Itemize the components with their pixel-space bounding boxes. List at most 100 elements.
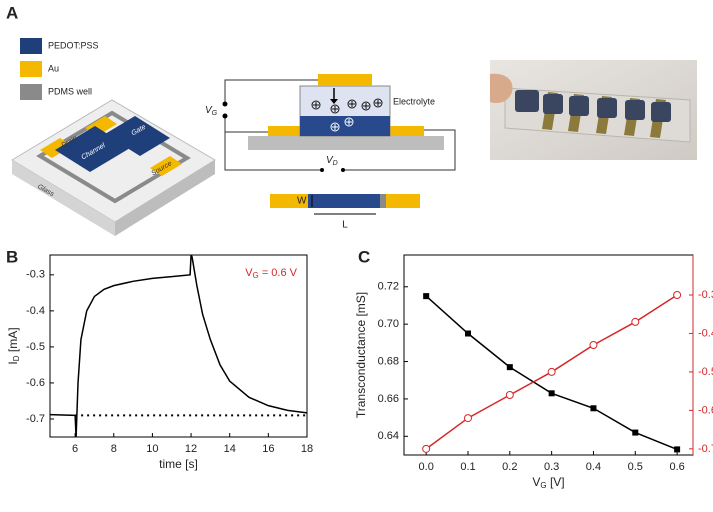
y-tick-label: -0.5 — [26, 341, 45, 353]
pdms-strip — [380, 194, 386, 208]
y-tick-label: -0.4 — [26, 305, 45, 317]
marker — [548, 390, 555, 397]
legend-label: Au — [48, 63, 59, 73]
legend-swatch — [20, 61, 42, 77]
x-axis-label-main: V — [532, 475, 540, 489]
marker — [422, 444, 431, 453]
y-axis-label: ID [mA] — [6, 327, 21, 364]
x-axis-label-rest: [V] — [547, 475, 565, 489]
au-gate — [318, 74, 372, 86]
legend-swatch — [20, 38, 42, 54]
au-pad — [150, 156, 182, 176]
y2-tick-label: -0.6 — [698, 404, 713, 416]
glass-side — [12, 160, 115, 236]
x-tick-label: 0.5 — [628, 461, 643, 473]
y2-tick-label: -0.5 — [698, 366, 713, 378]
y2-tick-label: -0.7 — [698, 443, 713, 455]
marker — [674, 446, 681, 453]
terminal — [222, 113, 228, 119]
marker — [632, 429, 639, 436]
au-source — [268, 126, 310, 136]
annotation: VG = 0.6 V — [245, 267, 297, 280]
y-tick-label: 0.70 — [378, 318, 399, 330]
x-tick-label: 18 — [301, 443, 313, 455]
terminal — [320, 168, 324, 172]
schematic: Electrolyte VG VD W L — [205, 74, 456, 231]
wire — [224, 79, 318, 102]
terminal — [222, 101, 228, 107]
x-tick-label: 0.1 — [460, 461, 475, 473]
y-axis-label: Transconductance [mS] — [354, 292, 368, 418]
panel-label: A — [6, 3, 18, 22]
data-line — [50, 255, 307, 437]
device-photo — [490, 60, 697, 160]
y-tick-label: -0.6 — [26, 377, 45, 389]
finger — [490, 73, 513, 103]
gate — [105, 116, 170, 156]
au-drain — [384, 126, 424, 136]
marker — [463, 414, 472, 423]
marker — [506, 364, 513, 371]
marker — [589, 341, 598, 349]
plot-frame — [49, 254, 308, 438]
pedot-blocks — [515, 90, 671, 122]
x-tick-label: 8 — [111, 443, 117, 455]
legend-swatch — [20, 84, 42, 100]
x-tick-label: 12 — [185, 443, 197, 455]
y2-tick-label: -0.4 — [698, 327, 713, 339]
wire — [224, 118, 320, 171]
vd-label: VD — [326, 155, 338, 167]
x-tick-label: 6 — [72, 443, 78, 455]
y-axis-label-rest: [mA] — [6, 327, 20, 355]
pedot-strip — [308, 194, 380, 208]
y-tick-label: -0.7 — [26, 413, 45, 425]
terminal — [341, 168, 345, 172]
w-label: W — [297, 196, 307, 207]
panel-label: B — [6, 247, 18, 266]
device-3d: Drain Channel Gate Source Glass — [11, 99, 216, 236]
annotation-main: V — [245, 267, 253, 279]
x-tick-label: 0.2 — [502, 461, 517, 473]
cations — [311, 98, 383, 132]
x-tick-label: 0.0 — [419, 461, 434, 473]
vg-sub: G — [212, 110, 218, 117]
plot-frame — [403, 254, 694, 456]
x-tick-label: 10 — [146, 443, 158, 455]
y-tick-label: 0.68 — [378, 355, 399, 367]
y-axis-label-sub: D — [12, 355, 21, 361]
y2-tick-label: -0.3 — [698, 289, 713, 301]
marker — [547, 367, 556, 376]
glass-side — [115, 160, 215, 236]
y-tick-label: 0.72 — [378, 281, 399, 293]
substrate — [248, 136, 444, 150]
marker — [505, 391, 514, 399]
legend-label: PDMS well — [48, 86, 92, 96]
x-axis-label-sub: G — [540, 481, 546, 490]
x-tick-label: 14 — [224, 443, 236, 455]
x-tick-label: 0.6 — [669, 461, 684, 473]
marker — [423, 293, 430, 300]
legend-label: PEDOT:PSS — [48, 40, 99, 50]
x-axis-label: VG [V] — [532, 475, 564, 490]
au-pad — [40, 138, 72, 158]
annotation-sub: G — [253, 271, 259, 280]
y-tick-label: 0.64 — [378, 430, 399, 442]
y-axis-label-main: I — [6, 361, 20, 364]
pedot-channel — [300, 116, 390, 136]
vg-main: V — [205, 105, 213, 116]
marker — [631, 317, 640, 326]
l-label: L — [342, 220, 348, 231]
marker — [673, 291, 682, 299]
panel-label: C — [358, 247, 370, 266]
x-axis-label: time [s] — [159, 457, 198, 471]
electrolyte-label: Electrolyte — [393, 96, 435, 106]
marker — [590, 405, 597, 412]
vd-main: V — [326, 155, 334, 166]
y-tick-label: 0.66 — [378, 393, 399, 405]
x-tick-label: 16 — [262, 443, 274, 455]
wire — [345, 129, 456, 171]
annotation-rest: = 0.6 V — [259, 267, 298, 279]
arrow — [330, 99, 338, 104]
x-tick-label: 0.4 — [586, 461, 601, 473]
